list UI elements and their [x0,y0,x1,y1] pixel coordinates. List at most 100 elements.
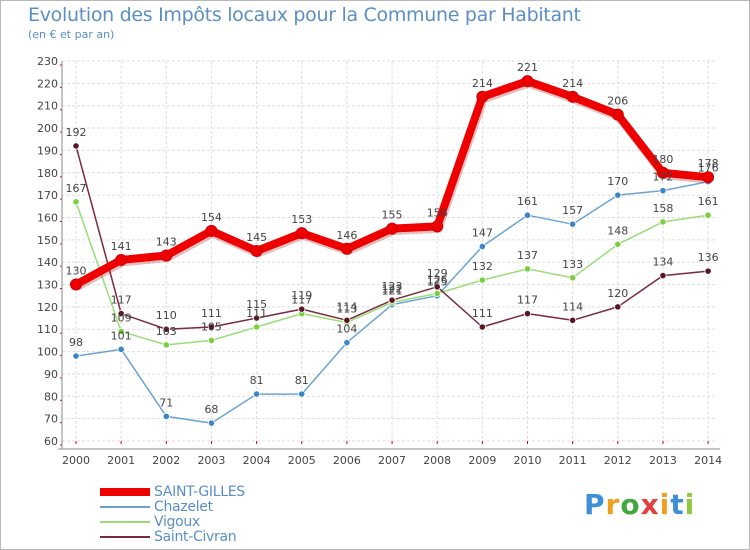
legend-label-chazelet: Chazelet [154,498,213,515]
data-label-saint-gilles: 141 [111,240,132,253]
point-vigoux [523,265,532,273]
data-label-chazelet: 157 [562,204,583,217]
data-label-chazelet: 81 [295,374,309,387]
data-label-vigoux: 105 [201,320,222,333]
point-saint-gilles [476,90,489,103]
point-chazelet [162,412,170,421]
data-label-vigoux: 161 [698,195,719,208]
data-label-vigoux: 111 [246,307,267,320]
x-tick-label: 2006 [333,454,361,467]
point-saint-civran [207,323,216,331]
point-vigoux [253,323,261,331]
data-label-chazelet: 101 [111,329,132,342]
point-vigoux [478,276,486,284]
data-label-saint-gilles: 146 [336,229,357,242]
data-label-vigoux: 132 [472,260,493,273]
point-saint-gilles [70,278,82,291]
data-label-saint-civran: 123 [382,280,403,293]
x-tick-label: 2003 [197,454,225,467]
legend-item-vigoux: Vigoux [100,514,245,530]
data-label-saint-civran: 111 [201,307,222,320]
data-label-saint-civran: 114 [562,300,583,313]
data-label-vigoux: 167 [66,182,87,195]
data-label-saint-civran: 115 [246,298,267,311]
x-tick-label: 2000 [62,454,90,467]
x-tick-label: 2012 [604,454,632,467]
data-label-saint-gilles: 180 [652,153,673,166]
point-vigoux [207,336,216,345]
data-label-chazelet: 125 [427,276,448,289]
logo-letter: o [620,488,641,521]
data-label-saint-civran: 192 [66,126,87,139]
point-saint-gilles [702,171,715,184]
point-saint-civran [659,271,667,280]
data-label-chazelet: 176 [698,162,719,175]
data-label-saint-gilles: 214 [472,77,493,90]
point-saint-gilles [611,108,624,121]
legend-swatch-chazelet [100,505,150,508]
data-label-chazelet: 71 [159,396,173,409]
data-label-saint-civran: 119 [291,289,312,302]
point-saint-civran [704,267,712,275]
data-label-saint-civran: 129 [427,267,448,280]
y-tick-label: 160 [37,211,58,224]
point-chazelet [72,352,80,360]
point-chazelet [659,187,667,195]
point-saint-gilles [250,245,263,257]
y-tick-label: 80 [44,390,58,403]
point-saint-gilles [205,224,218,237]
x-tick-label: 2014 [694,454,722,467]
y-tick-label: 100 [37,346,58,359]
point-saint-gilles [115,253,128,266]
data-label-saint-gilles: 221 [517,61,538,74]
x-tick-label: 2011 [559,454,587,467]
legend-label-saint-civran: Saint-Civran [154,528,237,545]
legend-swatch-saint-civran [100,535,150,538]
point-saint-civran [72,142,80,150]
point-chazelet [343,339,351,347]
point-chazelet [569,220,577,228]
data-label-vigoux: 117 [291,294,312,307]
point-saint-civran [569,316,577,324]
y-tick-label: 230 [37,55,58,68]
data-label-vigoux: 137 [517,249,538,262]
legend-label-saint-gilles: SAINT-GILLES [154,483,245,500]
data-label-chazelet: 170 [607,175,628,188]
point-chazelet [523,211,532,219]
data-label-chazelet: 104 [336,323,357,336]
y-tick-label: 110 [37,323,58,336]
x-tick-label: 2009 [468,454,496,467]
data-label-saint-civran: 117 [517,294,538,307]
proxiti-logo: Proxiti [584,488,695,521]
data-label-saint-gilles: 206 [607,95,628,108]
chart-legend: SAINT-GILLES Chazelet Vigoux Saint-Civran [100,483,245,545]
y-tick-label: 210 [37,100,58,113]
data-label-chazelet: 161 [517,195,538,208]
point-saint-gilles [521,75,534,88]
data-label-saint-civran: 134 [652,256,673,269]
data-label-chazelet: 172 [652,171,673,184]
x-tick-label: 2001 [107,454,135,467]
x-tick-label: 2007 [378,454,406,467]
data-label-saint-gilles: 154 [201,211,222,224]
x-tick-label: 2010 [514,454,542,467]
y-tick-label: 60 [44,435,58,448]
x-tick-label: 2002 [152,454,180,467]
legend-swatch-saint-gilles [100,487,150,496]
y-tick-label: 70 [44,413,58,426]
logo-letter: i [659,488,671,521]
point-chazelet [253,390,261,398]
legend-item-saint-gilles: SAINT-GILLES [100,483,245,500]
point-saint-civran [162,325,170,333]
data-label-vigoux: 109 [111,311,132,324]
point-vigoux [614,240,622,248]
data-label-saint-gilles: 178 [698,157,719,170]
point-saint-civran [478,323,486,331]
y-tick-label: 200 [37,122,58,135]
chart-title: Evolution des Impôts locaux pour la Comm… [28,4,581,26]
data-label-vigoux: 133 [562,258,583,271]
data-label-saint-gilles: 156 [427,206,448,219]
data-label-vigoux: 148 [607,224,628,237]
data-label-saint-civran: 114 [336,300,357,313]
